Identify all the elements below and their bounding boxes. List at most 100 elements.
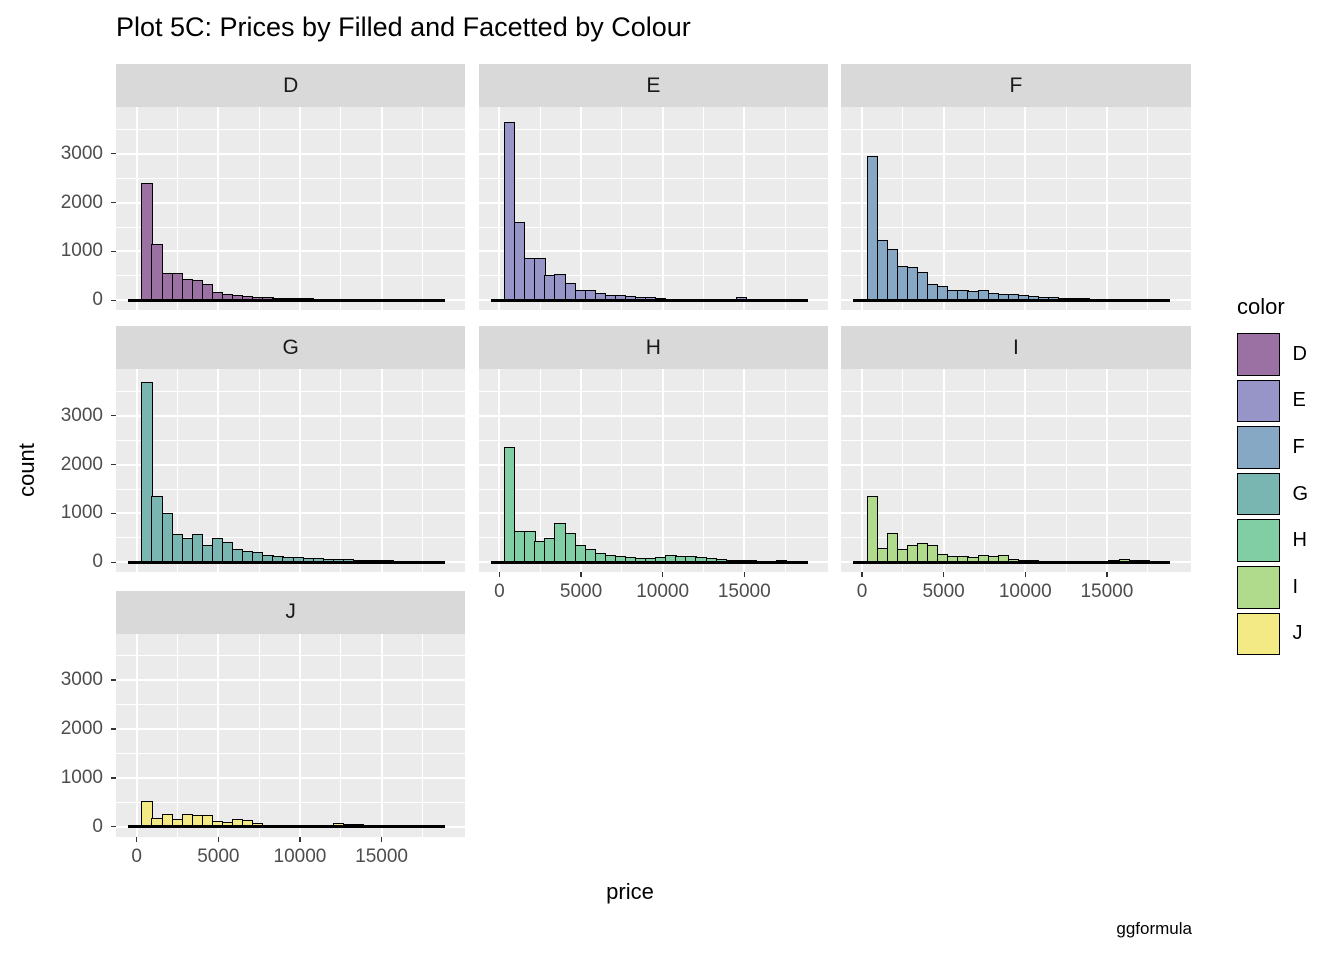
- x-tick-mark: [299, 836, 301, 842]
- gridline-minor: [116, 655, 466, 657]
- facet-strip-label: G: [282, 335, 299, 359]
- y-tick-label: 2000: [60, 717, 103, 739]
- gridline-minor: [478, 177, 828, 179]
- legend-label: F: [1292, 435, 1305, 458]
- facet-strip-label: H: [645, 335, 661, 359]
- legend-label: I: [1292, 575, 1299, 598]
- gridline-minor: [258, 369, 260, 573]
- facet-strip-label: J: [285, 600, 296, 624]
- gridline-major: [743, 107, 746, 311]
- gridline-major: [661, 369, 664, 573]
- gridline-minor: [478, 226, 828, 228]
- gridline-major: [860, 369, 863, 573]
- gridline-major: [116, 776, 466, 779]
- gridline-major: [116, 152, 466, 155]
- gridline-major: [380, 107, 383, 311]
- gridline-major: [116, 679, 466, 682]
- gridline-minor: [177, 369, 178, 573]
- gridline-minor: [841, 488, 1191, 490]
- y-tick-label: 1000: [60, 766, 103, 788]
- x-tick-label: 15000: [717, 581, 771, 603]
- gridline-major: [841, 414, 1191, 417]
- x-tick-mark: [1024, 572, 1026, 578]
- gridline-major: [841, 250, 1191, 253]
- legend-label: J: [1292, 622, 1303, 645]
- gridline-minor: [258, 633, 260, 837]
- facet-panel-F: [841, 107, 1191, 311]
- y-tick-mark: [110, 414, 116, 417]
- gridline-major: [135, 369, 138, 573]
- gridline-minor: [1065, 107, 1067, 311]
- zero-baseline: [853, 561, 1171, 564]
- gridline-major: [1024, 107, 1027, 311]
- plot-title: Plot 5C: Prices by Filled and Facetted b…: [116, 12, 691, 42]
- facet-panel-H: [478, 369, 828, 573]
- gridline-major: [135, 107, 138, 311]
- facet-strip-F: F: [841, 64, 1191, 108]
- legend-swatch: [1237, 612, 1280, 656]
- facet-strip-H: H: [478, 326, 828, 370]
- x-tick-label: 0: [131, 845, 142, 867]
- y-tick-mark: [110, 512, 116, 515]
- gridline-minor: [1065, 369, 1067, 573]
- gridline-major: [116, 201, 466, 204]
- gridline-major: [841, 201, 1191, 204]
- y-tick-mark: [110, 777, 116, 779]
- x-tick-label: 10000: [998, 581, 1052, 603]
- gridline-minor: [841, 226, 1191, 228]
- x-tick-label: 10000: [636, 581, 690, 603]
- x-tick-mark: [135, 836, 138, 842]
- y-tick-mark: [110, 728, 116, 730]
- x-tick-label: 15000: [1080, 581, 1134, 603]
- legend-title: color: [1237, 294, 1285, 319]
- legend-key-E: E: [1237, 379, 1306, 423]
- x-tick-mark: [661, 572, 664, 578]
- facet-strip-G: G: [116, 326, 466, 370]
- zero-baseline: [853, 299, 1171, 302]
- y-tick-label: 1000: [60, 240, 103, 262]
- gridline-minor: [621, 369, 623, 573]
- gridline-major: [380, 369, 383, 573]
- x-tick-mark: [743, 572, 746, 578]
- gridline-minor: [116, 275, 466, 277]
- gridline-major: [498, 369, 501, 573]
- gridline-major: [942, 369, 945, 573]
- legend-key-I: I: [1237, 566, 1298, 609]
- y-tick-mark: [110, 250, 116, 253]
- y-tick-mark: [110, 299, 116, 302]
- y-tick-label: 0: [92, 551, 103, 573]
- x-tick-label: 10000: [273, 845, 327, 867]
- gridline-major: [135, 633, 138, 837]
- gridline-minor: [1147, 107, 1149, 311]
- y-tick-label: 3000: [60, 142, 103, 164]
- y-tick-mark: [110, 463, 116, 466]
- legend-label: G: [1292, 482, 1309, 505]
- gridline-major: [478, 512, 828, 515]
- facet-strip-I: I: [841, 326, 1191, 370]
- gridline-minor: [116, 226, 466, 228]
- legend-swatch: [1237, 379, 1280, 423]
- gridline-major: [580, 107, 583, 311]
- gridline-minor: [478, 390, 828, 392]
- zero-baseline: [490, 299, 808, 302]
- gridline-minor: [116, 439, 466, 441]
- gridline-major: [217, 633, 220, 837]
- gridline-minor: [902, 369, 904, 573]
- x-tick-label: 5000: [922, 581, 965, 603]
- legend-label: H: [1292, 529, 1307, 552]
- zero-baseline: [490, 561, 808, 564]
- gridline-minor: [841, 128, 1191, 130]
- gridline-minor: [177, 633, 178, 837]
- y-tick-label: 3000: [60, 404, 103, 426]
- facet-strip-label: E: [646, 73, 661, 97]
- legend-key-G: G: [1237, 472, 1309, 516]
- gridline-major: [298, 107, 301, 311]
- facet-panel-D: [116, 107, 466, 311]
- legend-key-F: F: [1237, 426, 1305, 469]
- gridline-major: [498, 107, 501, 311]
- gridline-minor: [539, 369, 541, 573]
- gridline-minor: [116, 128, 466, 130]
- gridline-major: [661, 107, 664, 311]
